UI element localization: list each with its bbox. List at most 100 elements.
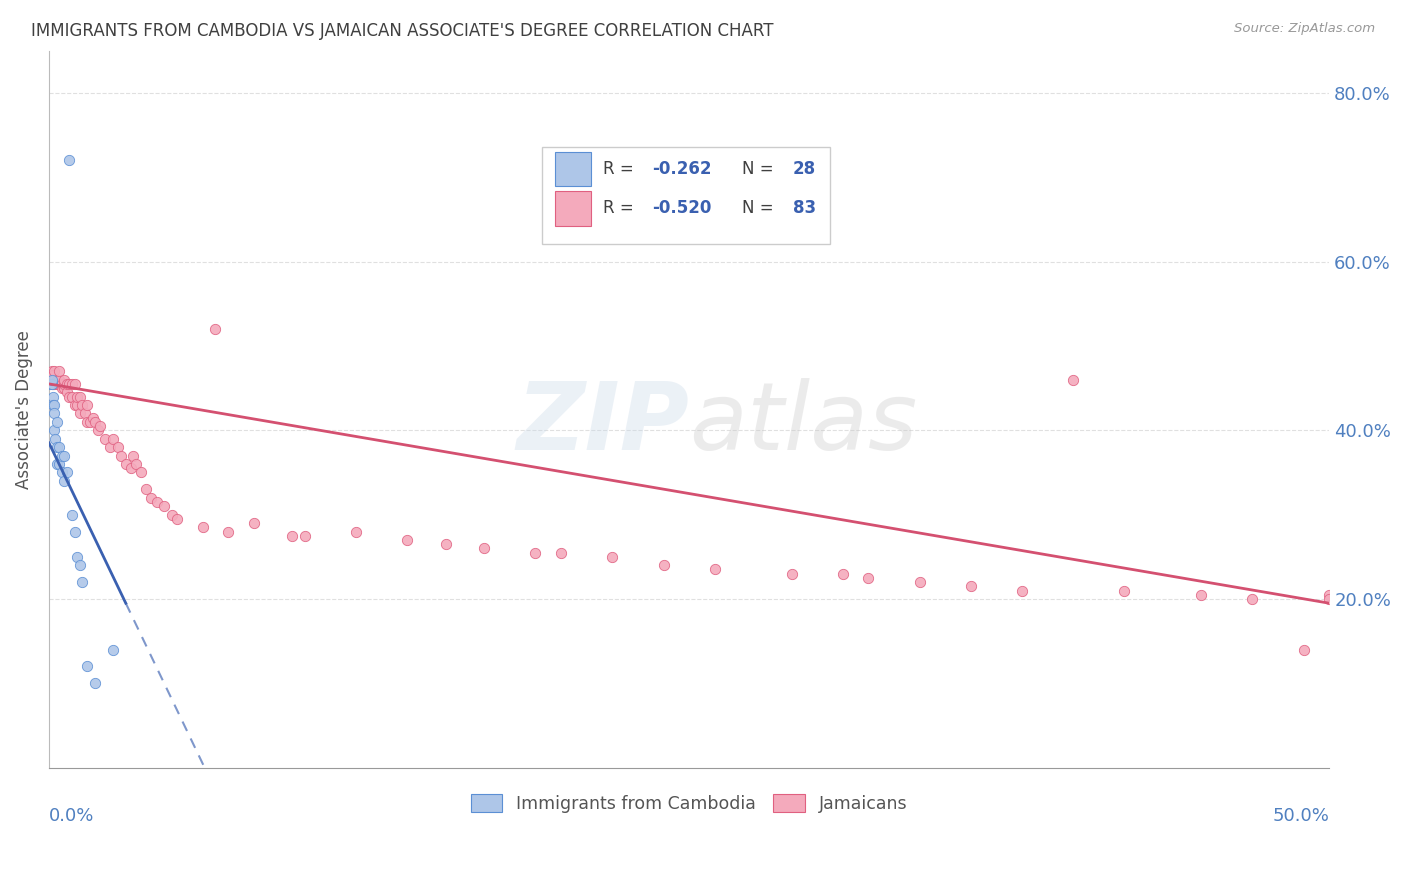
FancyBboxPatch shape (541, 147, 830, 244)
Point (69, 390, 91, 404)
Point (84, 415, 107, 429)
Text: R =: R = (603, 200, 640, 218)
Point (344, 524, 367, 539)
Point (145, 495, 167, 509)
Point (1317, 592, 1340, 607)
Point (160, 508, 183, 522)
Point (56, 466, 79, 480)
Point (63, 524, 86, 539)
Text: 50.0%: 50.0% (1272, 807, 1329, 825)
Point (66, 390, 89, 404)
Point (66, 398, 89, 412)
Point (72, 398, 94, 412)
Point (1062, 373, 1084, 387)
Point (53, 373, 76, 387)
Point (42, 368, 65, 383)
Point (58, 376, 80, 391)
Point (550, 546, 572, 560)
Point (89, 419, 111, 434)
Point (41, 376, 63, 391)
Point (703, 562, 725, 576)
Point (42, 423, 65, 437)
Point (56, 376, 79, 391)
Point (51, 381, 73, 395)
Text: -0.520: -0.520 (652, 200, 711, 218)
Point (60, 390, 83, 404)
Point (45, 457, 67, 471)
Y-axis label: Associate's Degree: Associate's Degree (15, 330, 32, 489)
Point (1011, 583, 1033, 598)
Text: N =: N = (741, 160, 779, 178)
Point (120, 461, 142, 475)
Point (1241, 592, 1264, 607)
Point (76, 398, 98, 412)
Point (243, 516, 266, 530)
Point (53, 381, 76, 395)
Text: 83: 83 (793, 200, 815, 218)
Point (1189, 588, 1212, 602)
Point (858, 571, 880, 585)
Point (58, 153, 80, 168)
Point (60, 508, 83, 522)
Text: 28: 28 (793, 160, 815, 178)
Point (69, 406, 91, 420)
Text: IMMIGRANTS FROM CAMBODIA VS JAMAICAN ASSOCIATE'S DEGREE CORRELATION CHART: IMMIGRANTS FROM CAMBODIA VS JAMAICAN ASS… (31, 22, 773, 40)
Point (51, 376, 73, 391)
Point (56, 385, 79, 400)
Point (53, 474, 76, 488)
Point (84, 676, 107, 690)
Point (42, 398, 65, 412)
Point (141, 491, 163, 505)
Point (908, 575, 931, 590)
Point (63, 398, 86, 412)
Point (101, 432, 124, 446)
FancyBboxPatch shape (555, 191, 591, 226)
Point (60, 376, 83, 391)
Point (41, 376, 63, 391)
Point (42, 398, 65, 412)
Point (472, 541, 495, 556)
Text: N =: N = (741, 200, 779, 218)
Text: Source: ZipAtlas.com: Source: ZipAtlas.com (1234, 22, 1375, 36)
Point (204, 322, 226, 336)
Point (42, 406, 65, 420)
Point (76, 415, 98, 429)
Point (217, 524, 239, 539)
Point (53, 449, 76, 463)
Point (72, 575, 94, 590)
Text: 0.0%: 0.0% (49, 807, 94, 825)
Point (1317, 588, 1340, 602)
Point (48, 364, 70, 378)
Point (45, 373, 67, 387)
Point (959, 579, 981, 593)
Text: atlas: atlas (689, 378, 917, 469)
Point (780, 566, 803, 581)
Point (76, 659, 98, 673)
Point (79, 415, 101, 429)
Point (42, 376, 65, 391)
Point (44, 432, 66, 446)
Point (524, 546, 547, 560)
Point (110, 449, 132, 463)
Point (82, 410, 104, 425)
Point (434, 537, 457, 551)
Point (42, 376, 65, 391)
Point (107, 440, 129, 454)
Point (153, 499, 176, 513)
Point (1114, 583, 1136, 598)
Point (41, 364, 63, 378)
Point (42, 364, 65, 378)
Text: R =: R = (603, 160, 640, 178)
Point (39, 373, 62, 387)
Point (48, 457, 70, 471)
Point (53, 376, 76, 391)
Point (45, 440, 67, 454)
Point (1292, 642, 1315, 657)
Text: -0.262: -0.262 (652, 160, 711, 178)
Point (100, 440, 122, 454)
Point (45, 415, 67, 429)
Point (125, 457, 148, 471)
Point (191, 520, 214, 534)
Point (48, 373, 70, 387)
Point (281, 529, 304, 543)
